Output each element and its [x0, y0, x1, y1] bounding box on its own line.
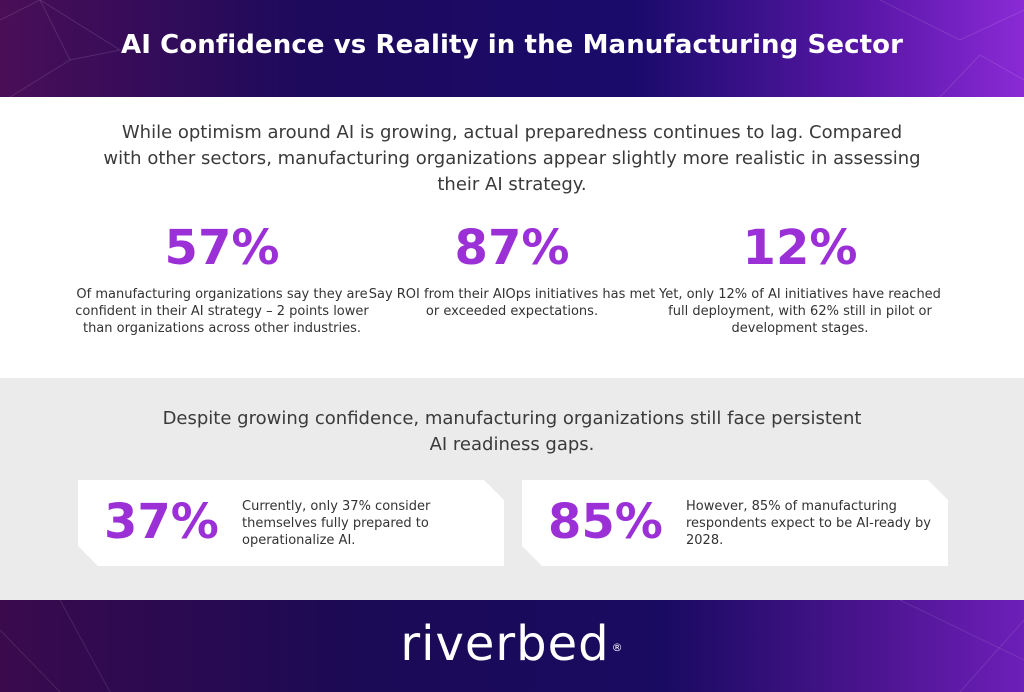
stat-description: Of manufacturing organizations say they …: [75, 287, 369, 336]
stat-description: Yet, only 12% of AI initiatives have rea…: [659, 287, 941, 336]
intro-text: While optimism around AI is growing, act…: [103, 122, 921, 195]
header-banner: AI Confidence vs Reality in the Manufact…: [0, 0, 1024, 97]
card-value: 37%: [104, 494, 219, 550]
card-description: Currently, only 37% consider themselves …: [242, 499, 431, 548]
section-heading: Despite growing confidence, manufacturin…: [162, 408, 862, 455]
card-prepared: 37% Currently, only 37% consider themsel…: [78, 480, 504, 566]
page-title: AI Confidence vs Reality in the Manufact…: [120, 30, 904, 60]
stat-confidence: 57% Of manufacturing organizations say t…: [72, 222, 372, 337]
logo-wordmark: riverbed: [400, 616, 610, 672]
geometric-pattern-decoration: [0, 600, 1024, 692]
stat-roi: 87% Say ROI from their AIOps initiatives…: [362, 222, 662, 320]
card-description: However, 85% of manufacturing respondent…: [686, 499, 931, 548]
stat-description: Say ROI from their AIOps initiatives has…: [368, 287, 656, 319]
registered-mark: ®: [611, 641, 624, 654]
readiness-gaps-section: Despite growing confidence, manufacturin…: [0, 378, 1024, 600]
geometric-pattern-decoration: [0, 0, 1024, 97]
card-ai-ready: 85% However, 85% of manufacturing respon…: [522, 480, 948, 566]
card-value: 85%: [548, 494, 663, 550]
stat-deployment: 12% Yet, only 12% of AI initiatives have…: [650, 222, 950, 337]
stat-value: 57%: [164, 220, 280, 276]
riverbed-logo: riverbed ®: [0, 616, 1024, 672]
stat-value: 12%: [742, 220, 858, 276]
footer-banner: riverbed ®: [0, 600, 1024, 692]
stat-value: 87%: [454, 220, 570, 276]
